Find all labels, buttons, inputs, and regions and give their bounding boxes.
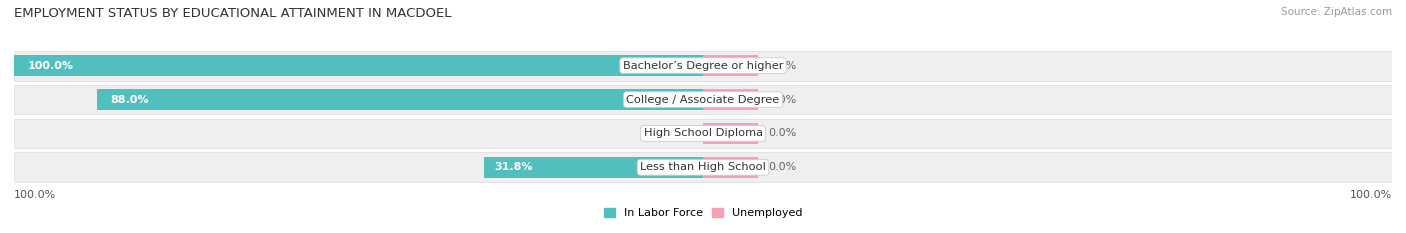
Bar [14,119,1392,148]
Text: 100.0%: 100.0% [14,190,56,200]
Bar [484,157,703,178]
Text: 0.0%: 0.0% [769,128,797,138]
Legend: In Labor Force, Unemployed: In Labor Force, Unemployed [603,208,803,218]
Bar [97,89,703,110]
Text: Less than High School: Less than High School [640,162,766,172]
Text: 100.0%: 100.0% [1350,190,1392,200]
Text: EMPLOYMENT STATUS BY EDUCATIONAL ATTAINMENT IN MACDOEL: EMPLOYMENT STATUS BY EDUCATIONAL ATTAINM… [14,7,451,20]
Bar [703,55,758,76]
Bar [14,55,703,76]
Text: 88.0%: 88.0% [111,95,149,105]
Bar [14,152,1392,182]
Text: 31.8%: 31.8% [495,162,533,172]
Bar [703,123,758,144]
Bar [703,157,758,178]
Bar [703,89,758,110]
Text: Bachelor’s Degree or higher: Bachelor’s Degree or higher [623,61,783,71]
Bar [14,85,1392,114]
Text: College / Associate Degree: College / Associate Degree [627,95,779,105]
Text: High School Diploma: High School Diploma [644,128,762,138]
Text: 100.0%: 100.0% [28,61,75,71]
Bar [14,51,1392,81]
Text: Source: ZipAtlas.com: Source: ZipAtlas.com [1281,7,1392,17]
Text: 0.0%: 0.0% [769,61,797,71]
Text: 0.0%: 0.0% [769,162,797,172]
Text: 0.0%: 0.0% [769,95,797,105]
